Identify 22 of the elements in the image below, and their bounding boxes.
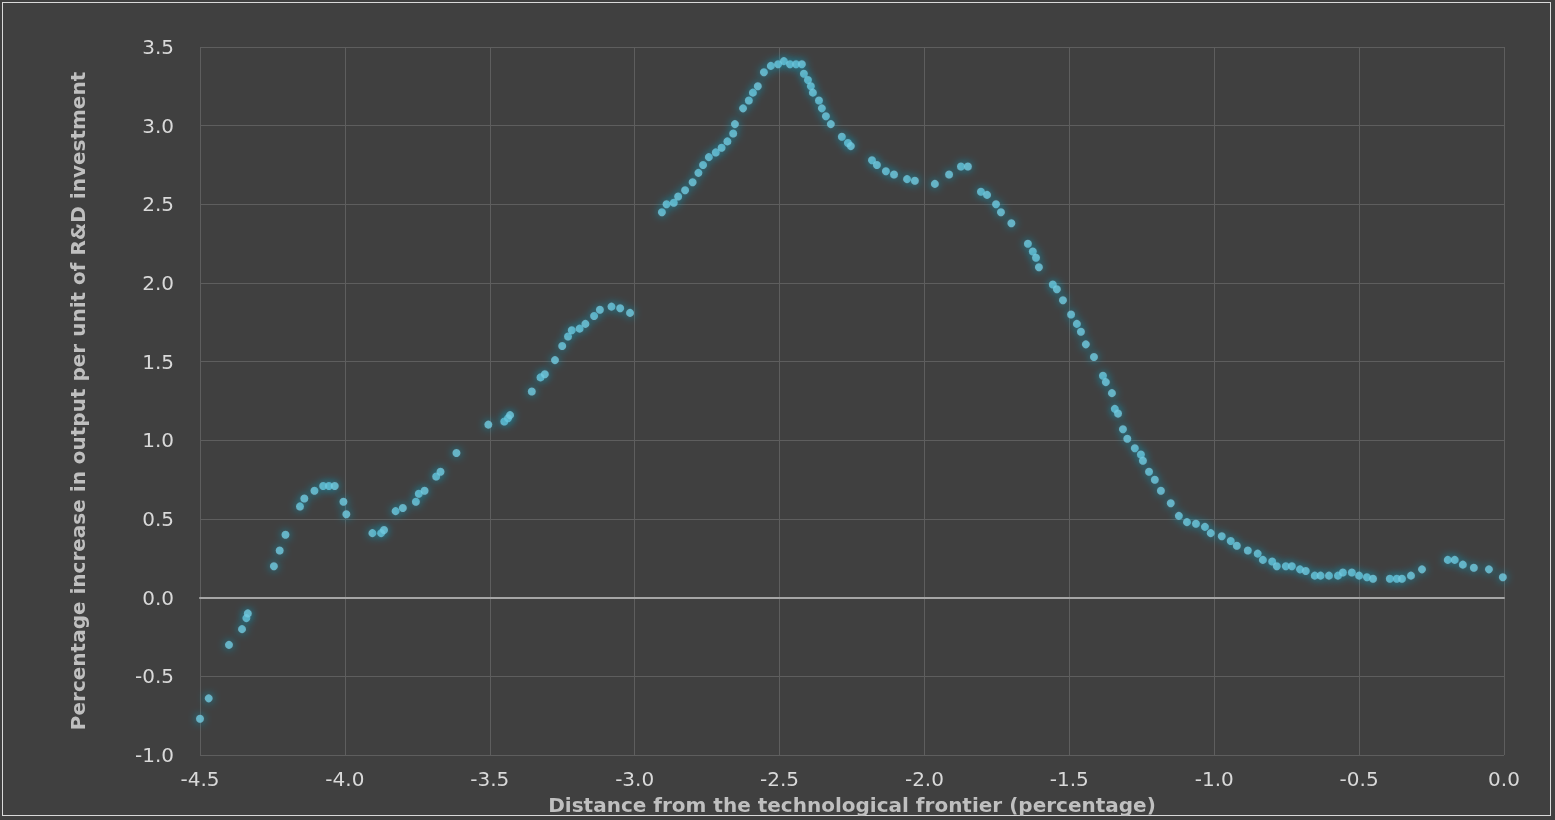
y-tick-label: 1.5: [142, 349, 174, 374]
x-tick-label: -1.0: [1194, 767, 1234, 791]
y-tick-label: 3.5: [142, 35, 174, 59]
y-tick-label: -0.5: [134, 664, 174, 689]
x-tick-label: -2.5: [760, 767, 800, 791]
x-tick-label: 0.0: [1488, 767, 1520, 791]
y-tick-label: 0.0: [142, 585, 174, 610]
x-tick-label: -3.0: [615, 767, 655, 791]
y-tick-label: 2.5: [142, 192, 174, 217]
x-axis-title: Distance from the technological frontier (percentage): [548, 793, 1156, 817]
x-tick-label: -4.5: [180, 767, 220, 791]
x-tick-label: -3.5: [470, 767, 510, 791]
y-tick-label: 1.0: [142, 428, 174, 453]
x-tick-label: -2.0: [904, 767, 944, 791]
x-tick-label: -1.5: [1049, 767, 1089, 791]
y-tick-label: 0.5: [142, 507, 174, 531]
y-axis-title: Percentage increase in output per unit of R&D investment: [66, 71, 90, 731]
y-tick-label: -1.0: [134, 743, 174, 767]
x-tick-label: -4.0: [325, 767, 365, 791]
y-tick-label: 3.0: [142, 113, 174, 138]
y-tick-label: 2.0: [142, 271, 174, 295]
x-tick-label: -0.5: [1339, 767, 1379, 791]
